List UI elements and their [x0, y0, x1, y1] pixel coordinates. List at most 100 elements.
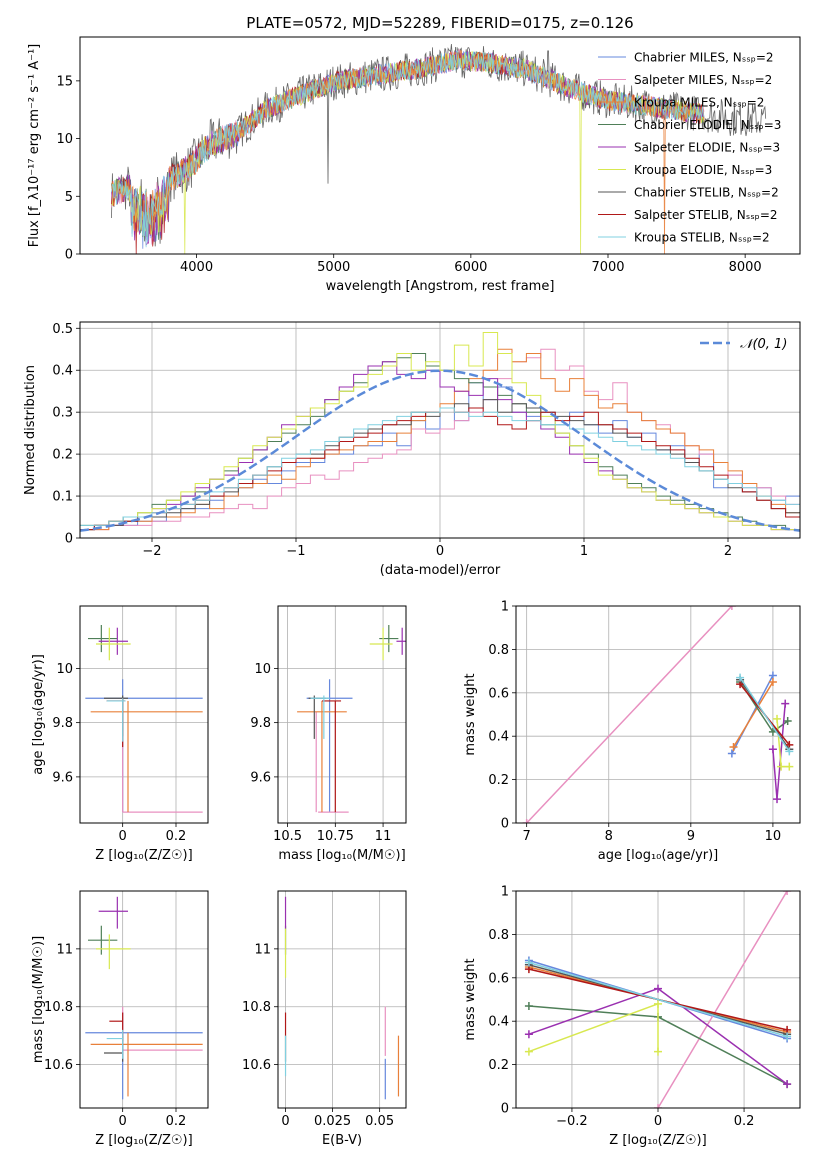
weight-line: [657, 891, 788, 1108]
y-tick-label: 0.2: [488, 773, 509, 788]
x-tick-label: 0.05: [365, 1114, 394, 1129]
legend-label: Salpeter STELIB, Nₛₛₚ=2: [634, 208, 778, 222]
weight-marker: [783, 1080, 792, 1089]
y-tick-label: 1: [501, 885, 509, 900]
weight-marker: [768, 677, 777, 686]
y-axis-label: mass weight: [463, 673, 478, 755]
x-tick-label: 0.2: [166, 829, 187, 844]
weight-marker: [781, 699, 790, 708]
axes-layer: 0 0.2 9.6 9.8 10 Z [log₁₀(Z/Z☉)] age [log₁₀(ag…: [31, 605, 209, 863]
y-tick-label: 15: [56, 74, 73, 89]
x-tick-label: 0: [654, 1114, 662, 1129]
x-tick-label: 6000: [454, 260, 487, 275]
x-axis-label: wavelength [Angstrom, rest frame]: [326, 279, 555, 294]
x-tick-label: 0.025: [314, 1114, 351, 1129]
y-tick-label: 9.6: [52, 770, 73, 785]
legend-label: 𝒩(0, 1): [740, 337, 787, 352]
weight-marker: [524, 1030, 533, 1039]
x-tick-label: 5000: [317, 260, 350, 275]
x-tick-label: 7000: [591, 260, 624, 275]
x-axis-label: Z [log₁₀(Z/Z☉)]: [95, 848, 192, 863]
plot-area: [297, 624, 406, 813]
panel-weight_vs_age: 7 8 9 10 0 0.2 0.4 0.6 0.8 1 age [log₁₀(age/yr)] ma…: [463, 600, 801, 863]
y-tick-label: 0.4: [52, 364, 73, 379]
weight-marker: [654, 999, 662, 1008]
plot-area: [284, 896, 400, 1100]
spectrum-line: [111, 49, 705, 248]
x-tick-label: 8000: [729, 260, 762, 275]
weight-marker: [785, 747, 794, 756]
x-axis-label: age [log₁₀(age/yr)]: [598, 848, 719, 863]
weight-marker: [768, 745, 777, 754]
weight-marker: [524, 1002, 533, 1011]
x-tick-label: −0.2: [556, 1114, 588, 1129]
x-tick-label: 0: [436, 544, 444, 559]
x-tick-label: −1: [286, 544, 305, 559]
weight-marker: [727, 749, 736, 758]
y-axis-label: age [log₁₀(age/yr)]: [31, 654, 46, 775]
y-tick-label: 10: [56, 662, 73, 677]
y-tick-label: 0: [501, 1102, 509, 1117]
weight-marker: [522, 819, 531, 823]
panel-mass_vs_ebv: 0 0.025 0.05 10.6 10.8 11 E(B-V): [242, 890, 407, 1148]
y-tick-label: 0.8: [488, 643, 509, 658]
weight-marker: [729, 743, 738, 752]
y-tick-label: 0: [65, 532, 73, 547]
y-tick-label: 0.6: [488, 971, 509, 986]
axes-layer: −0.2 0 0.2 0 0.2 0.4 0.6 0.8 1 Z [log₁₀(Z/Z☉)] mas…: [463, 885, 801, 1148]
y-tick-label: 9.6: [250, 770, 271, 785]
y-tick-label: 0.1: [52, 490, 73, 505]
x-axis-label: (data-model)/error: [380, 563, 501, 578]
weight-marker: [524, 958, 533, 967]
y-tick-label: 0.4: [488, 730, 509, 745]
x-tick-label: 0.2: [734, 1114, 755, 1129]
legend-label: Chabrier ELODIE, Nₛₛₚ=3: [634, 118, 781, 132]
weight-line: [528, 961, 788, 1038]
y-tick-label: 1: [501, 600, 509, 615]
weight-marker: [783, 891, 792, 895]
x-tick-label: 10.5: [273, 829, 302, 844]
plot-area: [522, 606, 794, 823]
legend-label: Kroupa STELIB, Nₛₛₚ=2: [634, 231, 770, 245]
y-tick-label: 9.8: [250, 716, 271, 731]
axes-frame: [277, 890, 407, 1109]
y-axis-label: mass weight: [463, 958, 478, 1040]
panel-age_vs_z: 0 0.2 9.6 9.8 10 Z [log₁₀(Z/Z☉)] age [log₁₀(ag…: [31, 605, 209, 863]
axes-layer: 4000 5000 6000 7000 8000 0 5 10 15 wavelength [An…: [27, 36, 801, 294]
y-tick-label: 0.6: [488, 686, 509, 701]
legend: 𝒩(0, 1): [700, 337, 787, 352]
weight-marker: [773, 795, 782, 804]
y-tick-label: 0: [65, 248, 73, 263]
x-tick-label: 0: [119, 1114, 127, 1129]
axes-frame: [79, 605, 209, 824]
x-tick-label: 1: [580, 544, 588, 559]
x-axis-label: Z [log₁₀(Z/Z☉)]: [95, 1133, 192, 1148]
panel-weight_vs_z: −0.2 0 0.2 0 0.2 0.4 0.6 0.8 1 Z [log₁₀(Z/Z☉)] mas…: [463, 885, 801, 1148]
weight-marker: [785, 762, 794, 771]
axes-layer: 0 0.2 10.6 10.8 11 Z [log₁₀(Z/Z☉)] mass [log₁₀…: [31, 890, 209, 1148]
axes-frame: [79, 890, 209, 1109]
x-axis-label: E(B-V): [322, 1133, 362, 1148]
y-tick-label: 10.6: [242, 1058, 271, 1073]
y-tick-label: 0.2: [488, 1058, 509, 1073]
axes-frame: [515, 605, 801, 824]
axes-frame: [277, 605, 407, 824]
plot-area: [85, 624, 203, 813]
y-tick-label: 10: [56, 132, 73, 147]
x-tick-label: 4000: [180, 260, 213, 275]
axes-frame: [79, 36, 801, 255]
panel-residuals: −2 −1 0 1 2 0 0.1 0.2 0.3 0.4 0.5 (data-model)/erro…: [23, 321, 801, 578]
weight-marker: [654, 1104, 662, 1108]
weight-marker: [777, 762, 786, 771]
panel-mass_vs_z: 0 0.2 10.6 10.8 11 Z [log₁₀(Z/Z☉)] mass [log₁₀…: [31, 890, 209, 1148]
legend: Chabrier MILES, Nₛₛₚ=2 Salpeter MILES, Nₛ…: [598, 51, 781, 245]
x-tick-label: 10: [765, 829, 782, 844]
weight-line: [739, 677, 790, 752]
x-tick-label: 0: [281, 1114, 289, 1129]
chart-title: PLATE=0572, MJD=52289, FIBERID=0175, z=0…: [246, 14, 633, 32]
x-tick-label: 8: [605, 829, 613, 844]
weight-line: [526, 606, 733, 823]
weight-marker: [783, 717, 792, 726]
y-tick-label: 0.5: [52, 322, 73, 337]
